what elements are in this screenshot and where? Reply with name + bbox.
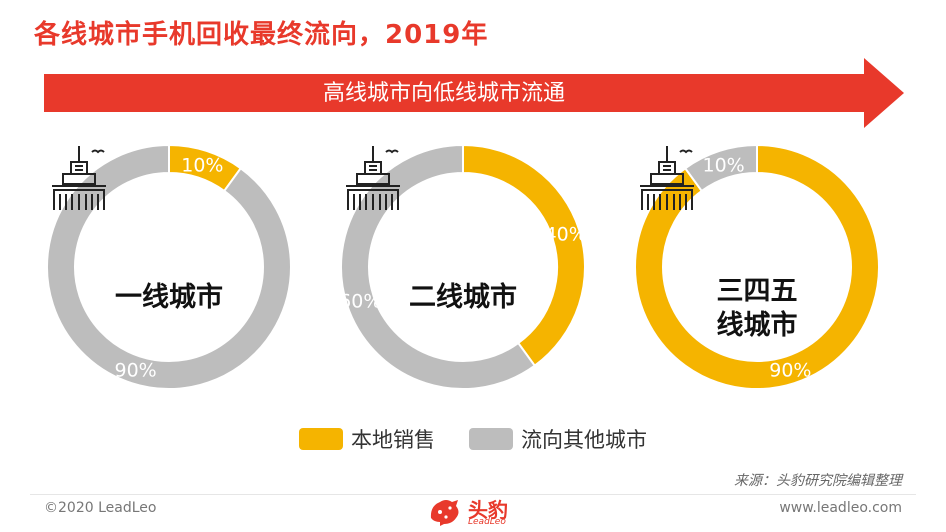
leopard-logo-icon: [430, 500, 459, 526]
leadleo-logo: 头豹 LeadLeo: [428, 492, 518, 532]
legend-swatch-other: [469, 428, 513, 450]
donut-svg: 40% 60%: [339, 143, 587, 390]
slice-value-label: 90%: [769, 360, 811, 382]
legend-item-local: 本地销售: [299, 424, 435, 454]
slice-value-label: 60%: [339, 290, 381, 312]
flow-arrow: [44, 58, 904, 128]
legend-item-other: 流向其他城市: [469, 424, 647, 454]
source-note: 来源：头豹研究院编辑整理: [734, 473, 902, 489]
slice-value-label: 10%: [703, 154, 745, 176]
city-building-icon: [346, 146, 400, 210]
chart-center-label: 二线城市: [409, 282, 517, 313]
donut-slice-local: [462, 143, 586, 368]
city-building-icon: [640, 146, 694, 210]
logo-text: 头豹: [468, 498, 508, 522]
copyright-text: ©2020 LeadLeo: [44, 500, 157, 516]
chart-title: 各线城市手机回收最终流向，2019年: [34, 20, 489, 50]
slice-value-label: 40%: [545, 224, 587, 246]
chart-center-label-line2: 线城市: [716, 310, 798, 341]
legend-label-other: 流向其他城市: [521, 428, 647, 452]
chart-legend: 本地销售 流向其他城市: [0, 424, 946, 454]
logo-subtext: LeadLeo: [468, 517, 506, 527]
chart-center-label-line1: 三四五: [716, 276, 798, 307]
donut-svg: 10% 90%: [46, 143, 292, 390]
donut-slice-other: [46, 143, 292, 390]
donut-slice-other: [683, 143, 758, 193]
footer-divider: [30, 494, 916, 495]
slice-value-label: 90%: [115, 360, 157, 382]
donut-chart-tier3-5: 90% 10% 三四五 线城市: [632, 142, 882, 392]
city-building-icon: [52, 146, 106, 210]
donut-chart-tier1: 10% 90% 一线城市: [44, 142, 294, 392]
legend-swatch-local: [299, 428, 343, 450]
website-link[interactable]: www.leadleo.com: [779, 500, 902, 516]
donut-chart-tier2: 40% 60% 二线城市: [338, 142, 588, 392]
slice-value-label: 10%: [181, 154, 223, 176]
chart-center-label: 一线城市: [115, 282, 223, 313]
flow-banner-label: 高线城市向低线城市流通: [322, 81, 565, 106]
legend-label-local: 本地销售: [351, 428, 435, 452]
donut-slice-other: [340, 143, 537, 390]
